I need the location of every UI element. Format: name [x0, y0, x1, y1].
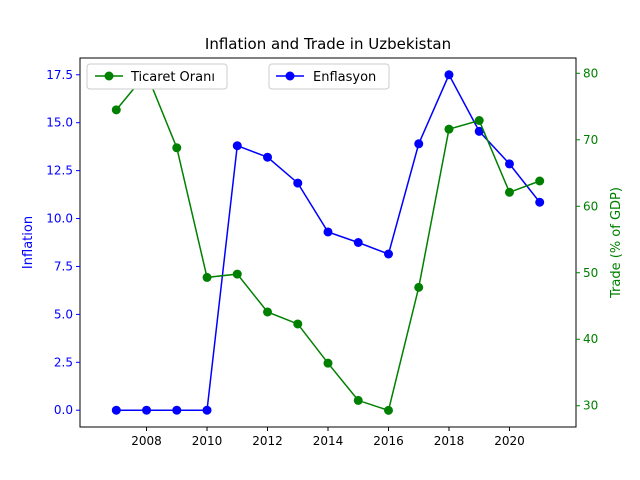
- left-tick-label: 12.5: [46, 164, 73, 178]
- right-tick-label: 70: [583, 133, 598, 147]
- left-tick-label: 5.0: [54, 307, 73, 321]
- point-trade: [444, 124, 454, 134]
- point-inflation: [535, 197, 545, 207]
- x-axis: 2008 2010 2012 2014 2016 2018 2020: [131, 427, 525, 448]
- legend-green-box: [86, 63, 228, 90]
- legend-green-marker: [104, 71, 114, 81]
- left-tick-label: 7.5: [54, 259, 73, 273]
- point-inflation: [444, 70, 454, 80]
- point-inflation: [293, 178, 303, 188]
- right-tick-label: 80: [583, 66, 598, 80]
- right-axis-title: Trade (% of GDP): [609, 187, 624, 299]
- point-inflation: [142, 405, 152, 415]
- left-tick-label: 0.0: [54, 403, 73, 417]
- x-tick-label: 2018: [434, 434, 465, 448]
- point-trade: [232, 269, 242, 279]
- point-inflation: [323, 227, 333, 237]
- legend-blue: Enflasyon: [268, 63, 390, 90]
- series-layer: [111, 68, 545, 415]
- point-trade: [504, 187, 514, 197]
- legend-green: Ticaret Oranı: [86, 63, 228, 90]
- chart-title: Inflation and Trade in Uzbekistan: [205, 35, 451, 53]
- x-tick-label: 2010: [192, 434, 223, 448]
- legend-green-label: Ticaret Oranı: [130, 70, 215, 85]
- point-inflation: [172, 405, 182, 415]
- point-inflation: [263, 152, 273, 162]
- point-inflation: [474, 126, 484, 136]
- point-inflation: [232, 141, 242, 151]
- x-tick-label: 2012: [252, 434, 283, 448]
- right-tick-label: 30: [583, 399, 598, 413]
- point-inflation: [111, 405, 121, 415]
- point-trade: [383, 405, 393, 415]
- right-axis: 30 40 50 60 70 80: [576, 66, 598, 413]
- point-inflation: [353, 238, 363, 247]
- point-trade: [474, 115, 484, 125]
- point-trade: [414, 282, 424, 292]
- right-tick-label: 50: [583, 266, 598, 280]
- plot-area: [79, 57, 577, 428]
- x-tick-label: 2020: [494, 434, 525, 448]
- point-trade: [111, 105, 121, 115]
- point-inflation: [414, 139, 424, 149]
- left-axis: 0.0 2.5 5.0 7.5 10.0 12.5 15.0 17.5: [46, 68, 80, 417]
- left-tick-label: 17.5: [46, 68, 73, 82]
- point-trade: [535, 176, 545, 186]
- x-tick-label: 2016: [373, 434, 404, 448]
- legend-blue-label: Enflasyon: [313, 70, 376, 85]
- point-inflation: [383, 249, 393, 259]
- point-trade: [293, 319, 303, 329]
- right-tick-label: 60: [583, 199, 598, 213]
- legend-blue-box: [268, 63, 390, 90]
- point-trade: [353, 395, 363, 405]
- x-tick-label: 2008: [131, 434, 162, 448]
- point-trade: [202, 272, 212, 282]
- point-inflation: [202, 405, 212, 415]
- legend-blue-marker: [285, 71, 295, 81]
- point-trade: [323, 358, 333, 368]
- point-trade: [172, 143, 182, 153]
- right-tick-label: 40: [583, 332, 598, 346]
- left-tick-label: 2.5: [54, 355, 73, 369]
- point-inflation: [504, 159, 514, 169]
- x-tick-label: 2014: [313, 434, 344, 448]
- left-axis-title: Inflation: [21, 216, 36, 269]
- left-tick-label: 15.0: [46, 116, 73, 130]
- left-tick-label: 10.0: [46, 212, 73, 226]
- point-trade: [263, 307, 273, 317]
